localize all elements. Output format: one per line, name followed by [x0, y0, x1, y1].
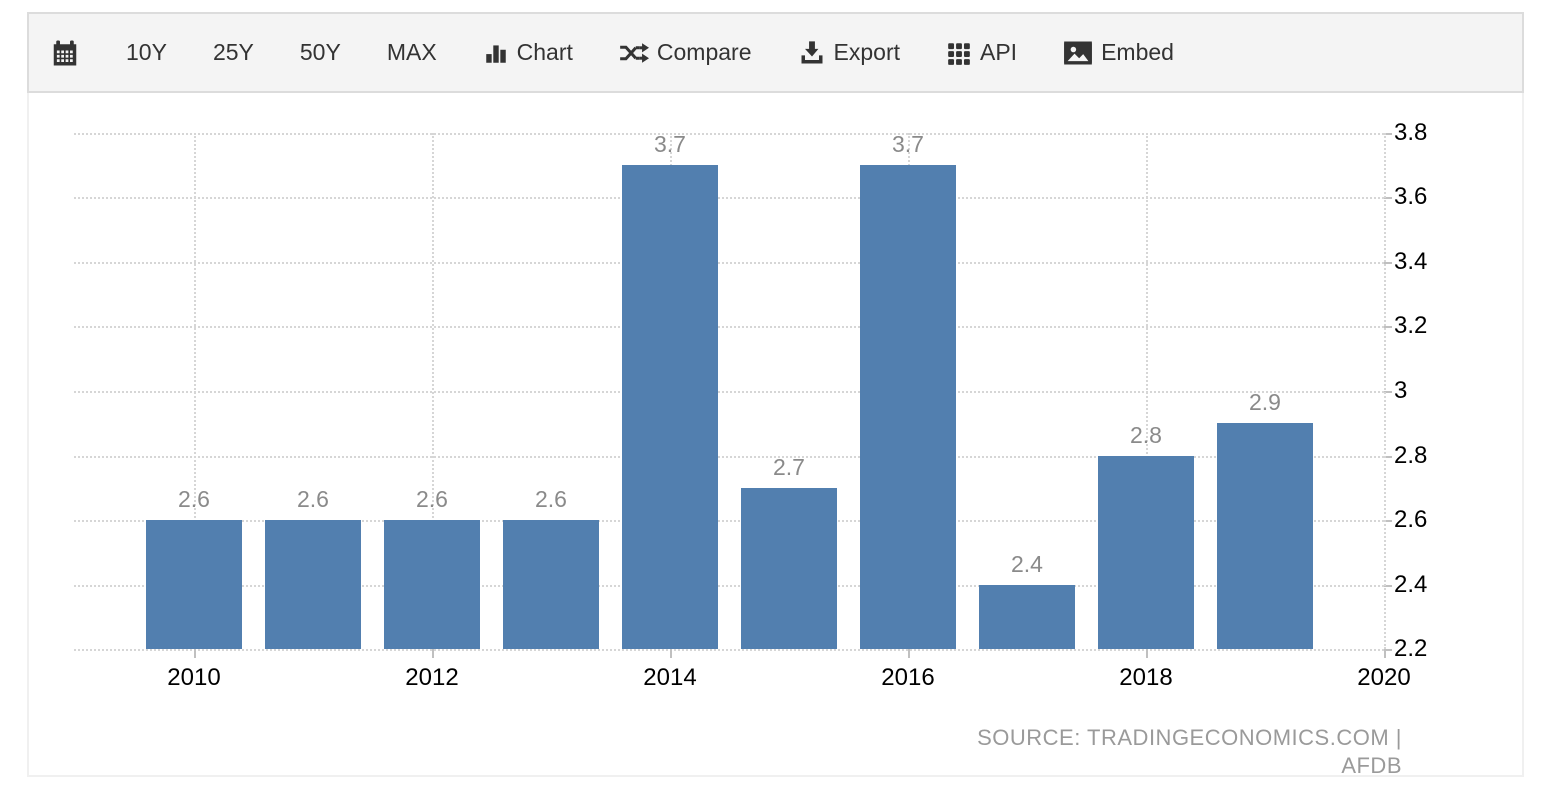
- y-gridline: [74, 585, 1384, 587]
- x-gridline: [1146, 133, 1148, 649]
- range-max-button[interactable]: MAX: [387, 39, 437, 66]
- bar-value-label: 2.4: [1011, 551, 1043, 577]
- y-axis-label: 3.2: [1394, 312, 1428, 339]
- y-axis-label: 2.2: [1394, 635, 1428, 662]
- embed-label: Embed: [1101, 39, 1174, 65]
- bar-2017[interactable]: [979, 585, 1075, 649]
- range-max-label: MAX: [386, 39, 437, 65]
- bar-value-label: 2.7: [773, 454, 805, 480]
- y-axis-tick: [1384, 585, 1392, 587]
- y-axis-tick: [1384, 326, 1392, 328]
- y-axis-tick: [1384, 197, 1392, 199]
- y-axis-tick: [1384, 649, 1392, 651]
- export-label: Export: [833, 39, 900, 65]
- compare-button[interactable]: Compare: [619, 39, 752, 66]
- bar-value-label: 2.6: [416, 486, 448, 512]
- bar-value-label: 2.6: [297, 486, 329, 512]
- y-gridline: [74, 520, 1384, 522]
- api-button[interactable]: API: [946, 39, 1017, 66]
- y-gridline: [74, 326, 1384, 328]
- y-axis-label: 3.8: [1394, 119, 1428, 146]
- x-axis-label: 2020: [1357, 664, 1411, 691]
- plot-area: 3.8 3.6 3.4 3.2 3 2.8 2.6 2.4 2.2 2010 2012 2014 201…: [29, 93, 1522, 775]
- bar-value-label: 2.8: [1130, 422, 1162, 448]
- calendar-button[interactable]: [50, 38, 80, 68]
- range-50y-button[interactable]: 50Y: [300, 39, 341, 66]
- y-axis-label: 3.6: [1394, 183, 1428, 210]
- x-gridline: [432, 133, 434, 649]
- x-gridline: [1384, 133, 1386, 649]
- bar-2018[interactable]: [1098, 456, 1194, 649]
- x-axis-tick: [1384, 649, 1386, 658]
- y-axis-tick: [1384, 520, 1392, 522]
- y-gridline: [74, 197, 1384, 199]
- x-axis-tick: [432, 649, 434, 658]
- range-10y-button[interactable]: 10Y: [126, 39, 167, 66]
- grid-icon: [946, 40, 972, 66]
- api-label: API: [980, 39, 1018, 65]
- bar-value-label: 2.6: [178, 486, 210, 512]
- y-gridline: [74, 391, 1384, 393]
- chart-type-label: Chart: [516, 39, 573, 65]
- x-axis-label: 2010: [167, 664, 221, 691]
- x-axis-label: 2016: [881, 664, 935, 691]
- download-icon: [798, 39, 826, 67]
- bar-value-label: 2.6: [535, 486, 567, 512]
- bar-value-label: 3.7: [654, 131, 686, 157]
- bar-2010[interactable]: [146, 520, 242, 649]
- y-gridline: [74, 649, 1384, 651]
- y-axis-tick: [1384, 133, 1392, 135]
- image-icon: [1063, 40, 1093, 66]
- bar-value-label: 3.7: [892, 131, 924, 157]
- y-axis-label: 3.4: [1394, 248, 1428, 275]
- x-axis-tick: [194, 649, 196, 658]
- y-axis-tick: [1384, 391, 1392, 393]
- y-gridline: [74, 133, 1384, 135]
- x-axis-label: 2018: [1119, 664, 1173, 691]
- y-axis-tick: [1384, 456, 1392, 458]
- range-50y-label: 50Y: [299, 39, 341, 65]
- bar-2015[interactable]: [741, 488, 837, 649]
- x-gridline: [194, 133, 196, 649]
- y-axis-label: 2.8: [1394, 442, 1428, 469]
- x-axis-tick: [670, 649, 672, 658]
- calendar-icon: [50, 38, 80, 68]
- y-gridline: [74, 262, 1384, 264]
- bar-2013[interactable]: [503, 520, 599, 649]
- bar-value-label: 2.9: [1249, 389, 1281, 415]
- bar-2012[interactable]: [384, 520, 480, 649]
- shuffle-icon: [619, 40, 649, 66]
- y-gridline: [74, 456, 1384, 458]
- bar-2016[interactable]: [860, 165, 956, 649]
- x-axis-tick: [908, 649, 910, 658]
- chart-type-button[interactable]: Chart: [483, 39, 573, 66]
- chart-area: 3.8 3.6 3.4 3.2 3 2.8 2.6 2.4 2.2 2010 2012 2014 201…: [29, 93, 1522, 778]
- range-25y-button[interactable]: 25Y: [213, 39, 254, 66]
- bar-2011[interactable]: [265, 520, 361, 649]
- y-axis-label: 3: [1394, 377, 1408, 404]
- chart-widget: 10Y 25Y 50Y MAX Chart: [27, 12, 1524, 778]
- y-axis-label: 2.6: [1394, 506, 1428, 533]
- bar-2019[interactable]: [1217, 423, 1313, 649]
- y-axis-label: 2.4: [1394, 571, 1428, 598]
- x-axis-label: 2012: [405, 664, 459, 691]
- x-axis-tick: [1146, 649, 1148, 658]
- range-25y-label: 25Y: [212, 39, 254, 65]
- source-text: SOURCE: TRADINGECONOMICS.COM | AFDB: [977, 725, 1402, 778]
- toolbar: 10Y 25Y 50Y MAX Chart: [27, 12, 1524, 93]
- export-button[interactable]: Export: [798, 39, 900, 67]
- bar-2014[interactable]: [622, 165, 718, 649]
- embed-button[interactable]: Embed: [1063, 39, 1174, 66]
- x-axis-label: 2014: [643, 664, 697, 691]
- bar-chart-icon: [483, 40, 509, 66]
- range-10y-label: 10Y: [126, 39, 167, 65]
- compare-label: Compare: [656, 39, 752, 65]
- y-axis-tick: [1384, 262, 1392, 264]
